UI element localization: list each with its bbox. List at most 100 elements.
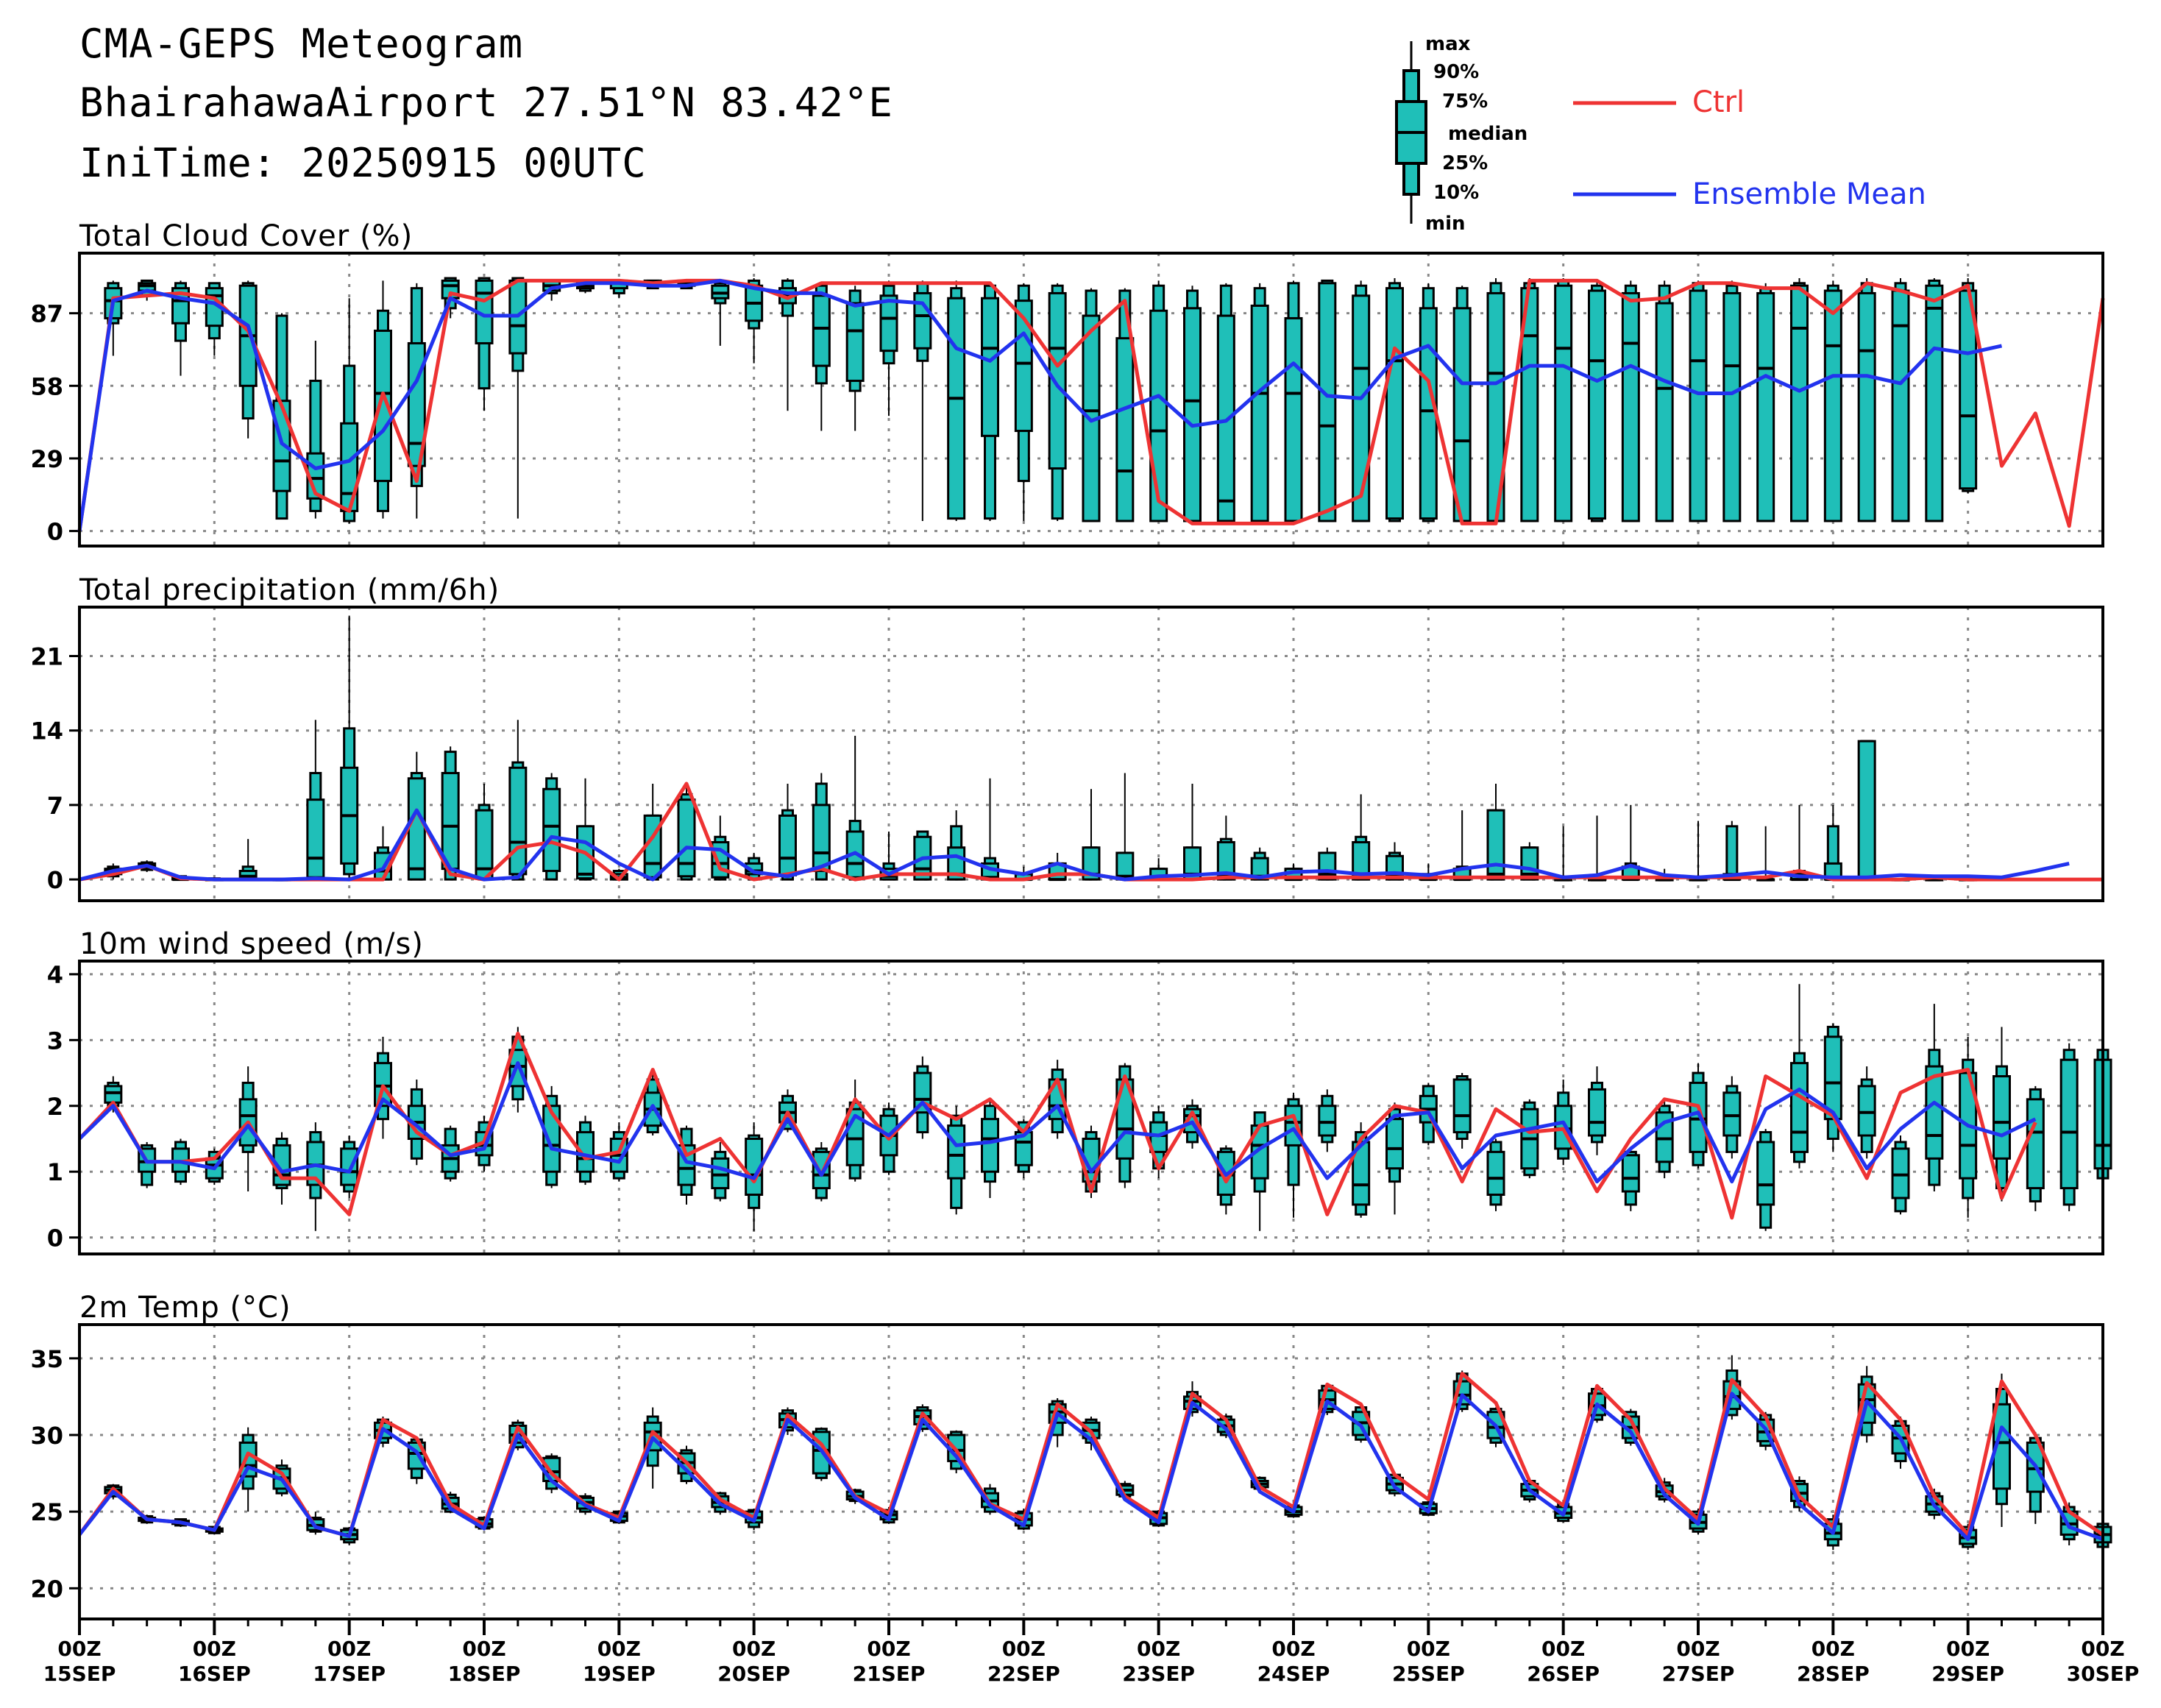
x-tick-date-label: 22SEP [987,1662,1060,1686]
box-quartile-bar [1216,840,1235,881]
x-tick-hour-label: 00Z [1676,1637,1720,1661]
ensemble-box [272,313,291,520]
ensemble-box [1993,1027,2011,1202]
x-tick-hour-label: 00Z [1812,1637,1855,1661]
y-tick-label: 0 [47,518,63,546]
box-quartile-bar [1655,302,1674,522]
box-quartile-bar [1823,289,1842,522]
ensemble-box [947,810,966,881]
panel-title: Total precipitation (mm/6h) [79,573,500,607]
box-quartile-bar [711,1157,730,1190]
box-quartile-bar [1756,291,1775,522]
ensemble-box [778,783,797,881]
x-tick-hour-label: 00Z [1407,1637,1450,1661]
box-quartile-bar [1419,307,1438,520]
box-quartile-bar [1790,1062,1809,1153]
x-tick-date-label: 15SEP [43,1662,116,1686]
legend-ctrl-label: Ctrl [1692,85,1745,119]
box-quartile-bar [1925,284,1944,522]
ensemble-box [508,720,528,881]
box-quartile-bar [1452,1078,1472,1134]
box-quartile-bar [845,302,865,382]
ensemble-box [913,1056,932,1139]
ensemble-box [475,277,494,411]
box-quartile-bar [1722,291,1742,522]
ensemble-box [879,280,898,417]
ensemble-box [508,1027,528,1113]
ensemble-box [1554,278,1573,522]
ensemble-box [1621,280,1640,522]
ensemble-box [745,278,764,364]
ensemble-box [1891,278,1910,522]
x-tick-date-label: 27SEP [1662,1662,1735,1686]
ensemble-box [1385,278,1404,522]
box-quartile-bar [947,1124,966,1180]
ensemble-box [711,1141,730,1202]
panel-title: 10m wind speed (m/s) [79,927,424,961]
ensemble-box [1183,286,1202,522]
legend: max 90% 75% median 25% 10% min Ctrl Ensemble Mea… [1395,33,1926,235]
x-tick-date-label: 16SEP [178,1662,251,1686]
ensemble-box [340,615,359,880]
box-quartile-bar [1250,304,1269,522]
box-quartile-bar [1790,284,1809,522]
box-quartile-bar [1352,294,1371,522]
x-tick-hour-label: 00Z [193,1637,236,1661]
box-quartile-bar [1149,309,1168,522]
panel-title: Total Cloud Cover (%) [79,219,413,253]
ensemble-box [1486,783,1505,881]
panel-frame [78,252,2104,548]
ensemble-box [1756,1129,1775,1231]
ensemble-box [1823,804,1842,882]
box-decile-bar [1725,825,1739,881]
ctrl-line [77,278,2105,531]
x-tick-date-label: 20SEP [717,1662,790,1686]
x-tick-hour-label: 00Z [732,1637,776,1661]
box-quartile-bar [1891,1147,1910,1200]
box-quartile-bar [1554,284,1573,522]
box-quartile-bar [542,787,561,873]
ensemble-box [1352,1122,1371,1218]
box-quartile-bar [1689,1081,1708,1153]
ensemble-box [1655,1099,1674,1179]
box-quartile-bar [812,804,831,873]
ensemble-box [1115,1063,1135,1188]
panel-3: 10m wind speed (m/s) 0 1 2 3 4 [47,927,2112,1255]
legend-box-label: median [1448,123,1527,145]
box-quartile-bar [1183,307,1202,522]
y-tick-label: 35 [30,1345,63,1373]
box-quartile-bar [1385,287,1404,520]
x-tick-date-label: 26SEP [1527,1662,1600,1686]
x-tick-hour-label: 00Z [1946,1637,1990,1661]
ensemble-box [238,280,258,439]
box-quartile-bar [812,1150,831,1190]
panel-title: 2m Temp (°C) [79,1291,291,1325]
ensemble-box [981,283,999,521]
ensemble-box [1352,280,1371,522]
ensemble-box [1689,280,1708,522]
x-tick-hour-label: 00Z [1137,1637,1180,1661]
ensemble-box [1486,1138,1505,1211]
ensemble-box [1925,878,1944,882]
box-quartile-bar [1857,740,1876,881]
box-quartile-bar [1352,840,1371,881]
ensemble-box [542,773,561,881]
y-tick-label: 1 [47,1158,63,1186]
chart-title: CMA-GEPS Meteogram [79,21,524,67]
box-quartile-bar [947,297,966,520]
y-tick-label: 7 [47,792,63,820]
ensemble-box [1318,847,1337,881]
ensemble-box [711,280,730,346]
ensemble-box [812,773,831,881]
ensemble-box [1048,283,1067,521]
ensemble-box [1250,283,1269,522]
ensemble-box [1588,815,1606,882]
ensemble-box [441,746,460,881]
ensemble-box [1452,286,1472,522]
y-tick-label: 2 [47,1093,63,1121]
box-quartile-bar [812,294,831,367]
box-quartile-bar [1115,337,1135,522]
ensemble-box [576,778,595,881]
ensemble-box [913,830,932,881]
